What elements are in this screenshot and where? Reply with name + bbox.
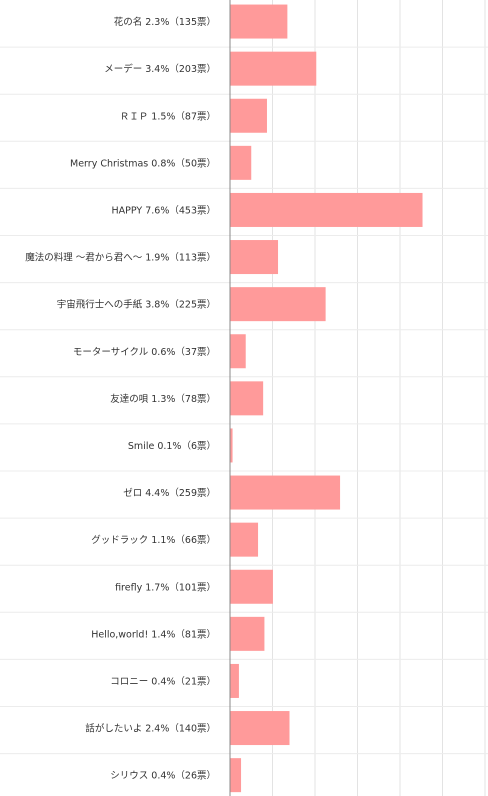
- bar: [230, 616, 265, 651]
- bar: [230, 145, 252, 180]
- bar: [230, 428, 233, 463]
- category-label: モーターサイクル 0.6%（37票）: [73, 346, 216, 358]
- bar: [230, 711, 290, 746]
- bar: [230, 192, 423, 227]
- category-label: Merry Christmas 0.8%（50票）: [70, 157, 216, 169]
- category-label: グッドラック 1.1%（66票）: [91, 534, 216, 546]
- bar: [230, 663, 239, 698]
- category-label: 花の名 2.3%（135票）: [114, 16, 216, 28]
- category-label: ゼロ 4.4%（259票）: [123, 487, 216, 499]
- category-label: ＲＩＰ 1.5%（87票）: [120, 110, 216, 122]
- category-label: 宇宙飛行士への手紙 3.8%（225票）: [57, 299, 216, 311]
- bar: [230, 475, 341, 510]
- category-label: 友達の唄 1.3%（78票）: [110, 393, 216, 405]
- category-label: 魔法の料理 ～君から君へ～ 1.9%（113票）: [25, 252, 216, 264]
- bar: [230, 522, 259, 557]
- bar: [230, 569, 273, 604]
- bar: [230, 381, 264, 416]
- category-label: コロニー 0.4%（21票）: [110, 675, 216, 687]
- bar: [230, 98, 267, 133]
- bar: [230, 51, 317, 86]
- category-labels: 花の名 2.3%（135票） メーデー 3.4%（203票） ＲＩＰ 1.5%（87…: [25, 16, 216, 782]
- bar: [230, 287, 326, 322]
- category-label: シリウス 0.4%（26票）: [110, 770, 216, 782]
- category-label: Smile 0.1%（6票）: [128, 440, 216, 452]
- category-label: Hello,world! 1.4%（81票）: [91, 628, 216, 640]
- category-label: HAPPY 7.6%（453票）: [112, 204, 216, 216]
- category-label: firefly 1.7%（101票）: [115, 581, 216, 593]
- category-label: 話がしたいよ 2.4%（140票）: [85, 723, 216, 735]
- category-label: メーデー 3.4%（203票）: [104, 63, 216, 75]
- bar: [230, 240, 279, 275]
- bars: [230, 4, 423, 793]
- bar: [230, 334, 246, 369]
- bar: [230, 758, 242, 793]
- bar: [230, 4, 288, 39]
